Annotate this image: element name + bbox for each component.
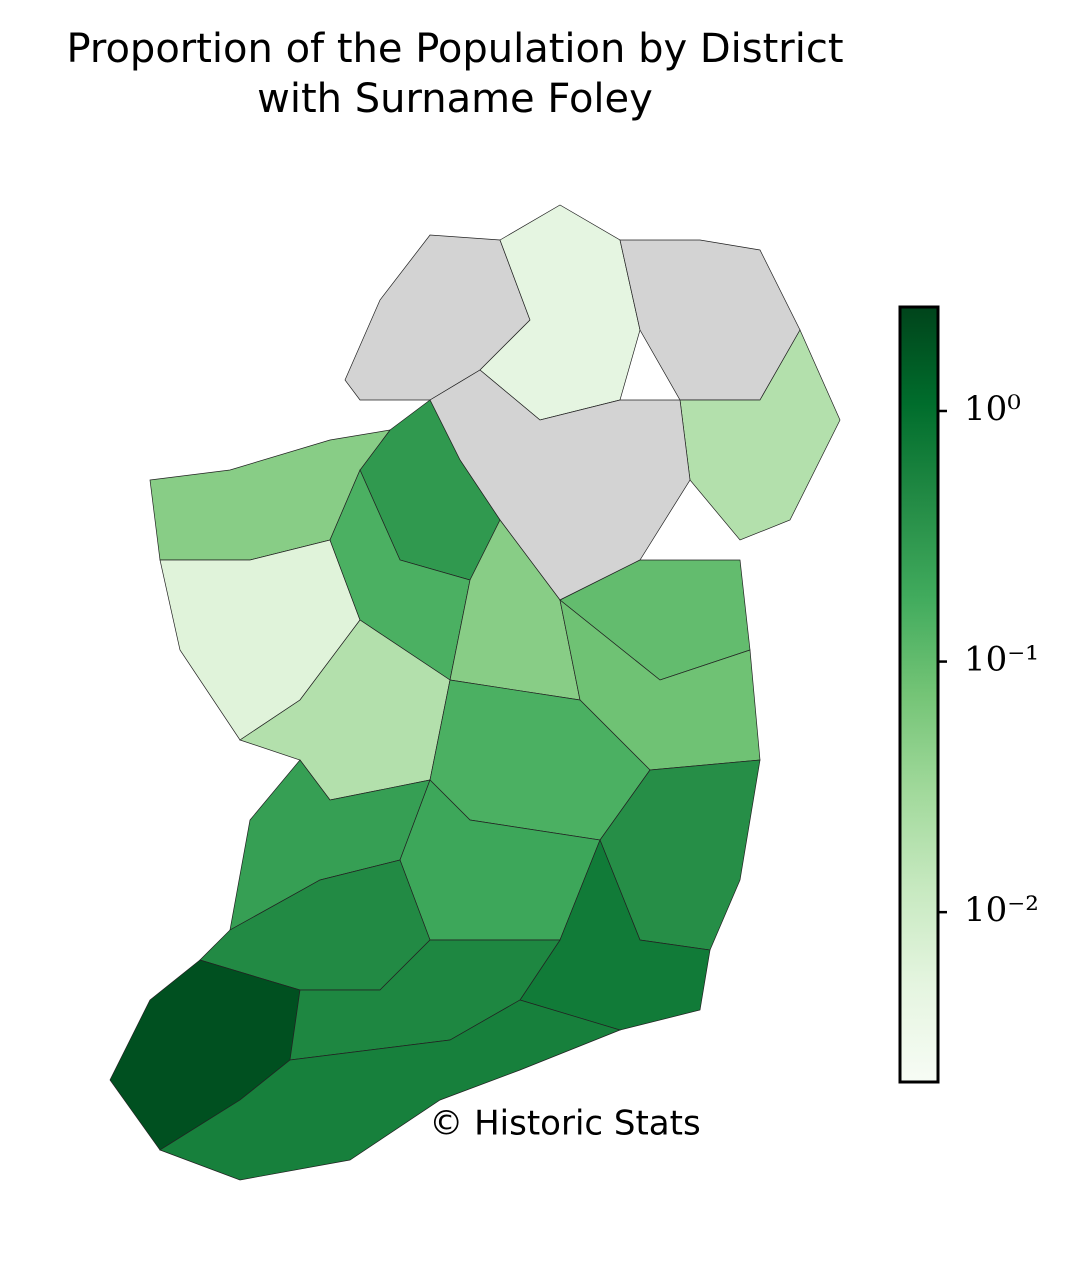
- colorbar-tick-label: 10⁻²: [964, 890, 1039, 930]
- colorbar-fill: [898, 305, 940, 1084]
- district: [619, 239, 801, 401]
- colorbar-tick-label: 10⁻¹: [964, 640, 1039, 680]
- colorbar-tick-label: 10⁰: [964, 389, 1021, 429]
- credit: © Historic Stats: [429, 1104, 700, 1144]
- title-line: Proportion of the Population by District: [66, 26, 843, 72]
- district: [159, 999, 622, 1181]
- colorbar: 10⁰ 10⁻¹ 10⁻²: [898, 305, 1039, 1084]
- map: [109, 204, 841, 1181]
- title-line: with Surname Foley: [257, 76, 653, 122]
